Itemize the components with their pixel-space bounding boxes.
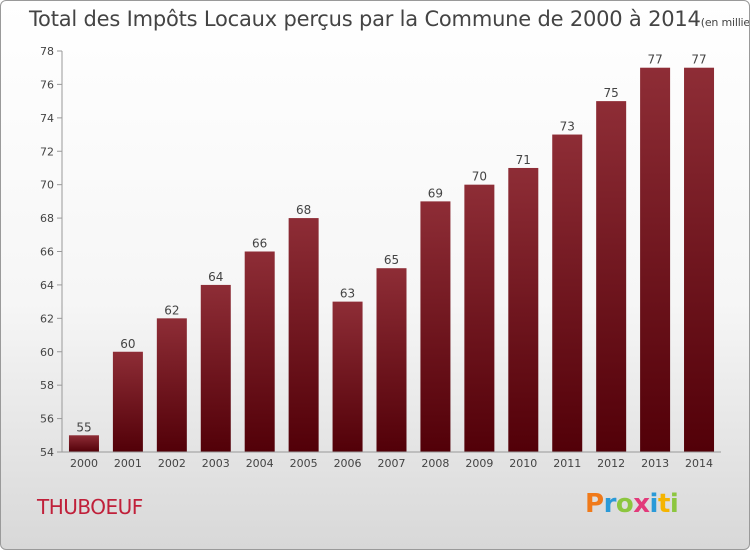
value-label-2011: 73 [560,120,575,134]
bar-2007 [376,268,407,452]
y-tick-label: 68 [40,212,54,225]
value-label-2008: 69 [428,186,443,200]
x-tick-label-2002: 2002 [158,457,186,470]
chart-unit: (en milliers d'€) [700,16,750,29]
bar-2009 [464,184,495,452]
x-tick-label-2006: 2006 [334,457,362,470]
value-label-2009: 70 [472,170,487,184]
y-tick-label: 76 [40,78,54,91]
bar-2001 [112,351,143,452]
y-tick-label: 72 [40,145,54,158]
y-tick-label: 66 [40,246,54,259]
commune-name: THUBOEUF [37,495,143,519]
value-label-2006: 63 [340,287,355,301]
y-tick-label: 58 [40,379,54,392]
bar-2000 [68,435,99,452]
proxiti-logo: Proxiti [585,489,679,519]
value-label-2001: 60 [120,337,135,351]
bar-2012 [596,101,627,452]
y-tick-label: 74 [40,112,54,125]
x-tick-label-2014: 2014 [685,457,713,470]
x-tick-label-2007: 2007 [378,457,406,470]
value-label-2002: 62 [164,303,179,317]
bar-2013 [640,67,671,452]
x-tick-label-2013: 2013 [641,457,669,470]
chart-title: Total des Impôts Locaux perçus par la Co… [29,7,750,31]
value-label-2012: 75 [604,86,619,100]
bar-2002 [156,318,187,452]
x-tick-label-2010: 2010 [509,457,537,470]
bar-2006 [332,301,363,452]
x-tick-label-2012: 2012 [597,457,625,470]
bar-2004 [244,251,275,452]
value-label-2004: 66 [252,237,267,251]
x-tick-label-2001: 2001 [114,457,142,470]
value-label-2007: 65 [384,253,399,267]
y-tick-label: 64 [40,279,54,292]
chart-title-text: Total des Impôts Locaux perçus par la Co… [29,7,701,31]
x-tick-label-2003: 2003 [202,457,230,470]
x-tick-label-2008: 2008 [421,457,449,470]
bar-2010 [508,167,539,453]
value-label-2000: 55 [76,420,91,434]
bar-2003 [200,284,231,452]
y-tick-label: 54 [40,446,54,459]
value-label-2013: 77 [647,53,662,67]
bar-2008 [420,201,451,452]
x-tick-label-2004: 2004 [246,457,274,470]
bar-2005 [288,218,319,452]
x-tick-label-2000: 2000 [70,457,98,470]
bar-2011 [552,134,583,452]
y-tick-label: 70 [40,179,54,192]
value-label-2010: 71 [516,153,531,167]
y-tick-label: 62 [40,312,54,325]
x-tick-label-2011: 2011 [553,457,581,470]
bar-2014 [684,67,715,452]
value-label-2014: 77 [691,53,706,67]
value-label-2005: 68 [296,203,311,217]
y-tick-label: 60 [40,346,54,359]
y-tick-label: 56 [40,413,54,426]
x-tick-label-2009: 2009 [465,457,493,470]
value-label-2003: 64 [208,270,223,284]
x-tick-label-2005: 2005 [290,457,318,470]
y-tick-label: 78 [40,45,54,58]
